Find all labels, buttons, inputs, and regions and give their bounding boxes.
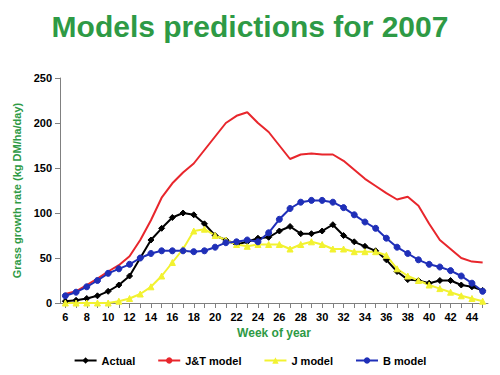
svg-text:0: 0: [46, 297, 52, 309]
svg-text:8: 8: [84, 311, 90, 323]
svg-text:250: 250: [34, 72, 52, 84]
svg-text:100: 100: [34, 207, 52, 219]
svg-text:6: 6: [62, 311, 68, 323]
svg-text:12: 12: [123, 311, 135, 323]
svg-text:150: 150: [34, 162, 52, 174]
svg-text:42: 42: [444, 311, 456, 323]
svg-text:Grass growth rate (kg DM/ha/da: Grass growth rate (kg DM/ha/day): [11, 102, 23, 278]
svg-text:20: 20: [209, 311, 221, 323]
svg-text:10: 10: [102, 311, 114, 323]
svg-text:30: 30: [316, 311, 328, 323]
svg-text:Models predictions for 2007: Models predictions for 2007: [52, 10, 449, 43]
svg-text:B model: B model: [383, 355, 426, 367]
svg-text:40: 40: [423, 311, 435, 323]
svg-text:44: 44: [466, 311, 479, 323]
svg-text:Actual: Actual: [102, 355, 136, 367]
svg-text:24: 24: [252, 311, 265, 323]
svg-text:200: 200: [34, 117, 52, 129]
svg-text:J model: J model: [291, 355, 333, 367]
svg-text:26: 26: [273, 311, 285, 323]
svg-text:22: 22: [230, 311, 242, 323]
svg-text:38: 38: [402, 311, 414, 323]
svg-text:16: 16: [166, 311, 178, 323]
svg-text:50: 50: [40, 252, 52, 264]
svg-text:18: 18: [188, 311, 200, 323]
svg-text:32: 32: [337, 311, 349, 323]
svg-text:Week of year: Week of year: [237, 326, 311, 340]
svg-text:34: 34: [359, 311, 372, 323]
svg-text:36: 36: [380, 311, 392, 323]
svg-text:14: 14: [145, 311, 158, 323]
svg-text:28: 28: [295, 311, 307, 323]
svg-text:J&T model: J&T model: [185, 355, 241, 367]
